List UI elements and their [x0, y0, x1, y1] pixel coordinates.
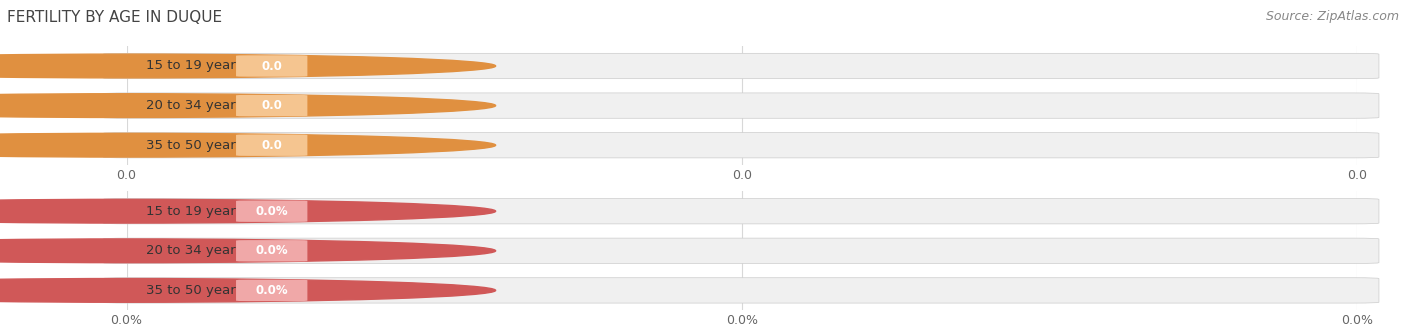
- FancyBboxPatch shape: [236, 240, 308, 261]
- FancyBboxPatch shape: [103, 133, 1379, 158]
- FancyBboxPatch shape: [103, 199, 1379, 224]
- Text: 0.0%: 0.0%: [256, 244, 288, 257]
- Text: FERTILITY BY AGE IN DUQUE: FERTILITY BY AGE IN DUQUE: [7, 10, 222, 25]
- Text: 35 to 50 years: 35 to 50 years: [146, 139, 243, 152]
- Text: Source: ZipAtlas.com: Source: ZipAtlas.com: [1265, 10, 1399, 23]
- Text: 0.0%: 0.0%: [256, 205, 288, 218]
- Circle shape: [0, 239, 496, 263]
- Circle shape: [0, 54, 496, 78]
- FancyBboxPatch shape: [103, 238, 1379, 263]
- FancyBboxPatch shape: [236, 280, 308, 301]
- Text: 20 to 34 years: 20 to 34 years: [146, 99, 243, 112]
- FancyBboxPatch shape: [236, 201, 308, 222]
- Text: 0.0: 0.0: [262, 59, 283, 73]
- FancyBboxPatch shape: [103, 93, 1379, 118]
- Text: 20 to 34 years: 20 to 34 years: [146, 244, 243, 257]
- Text: 0.0: 0.0: [262, 139, 283, 152]
- Circle shape: [0, 94, 496, 117]
- FancyBboxPatch shape: [236, 95, 308, 116]
- Text: 0.0: 0.0: [262, 99, 283, 112]
- FancyBboxPatch shape: [103, 53, 1379, 79]
- FancyBboxPatch shape: [236, 55, 308, 77]
- Circle shape: [0, 279, 496, 302]
- FancyBboxPatch shape: [236, 135, 308, 156]
- Text: 0.0%: 0.0%: [256, 284, 288, 297]
- Text: 35 to 50 years: 35 to 50 years: [146, 284, 243, 297]
- Circle shape: [0, 199, 496, 223]
- Circle shape: [0, 133, 496, 157]
- FancyBboxPatch shape: [103, 278, 1379, 303]
- Text: 15 to 19 years: 15 to 19 years: [146, 59, 243, 73]
- Text: 15 to 19 years: 15 to 19 years: [146, 205, 243, 218]
